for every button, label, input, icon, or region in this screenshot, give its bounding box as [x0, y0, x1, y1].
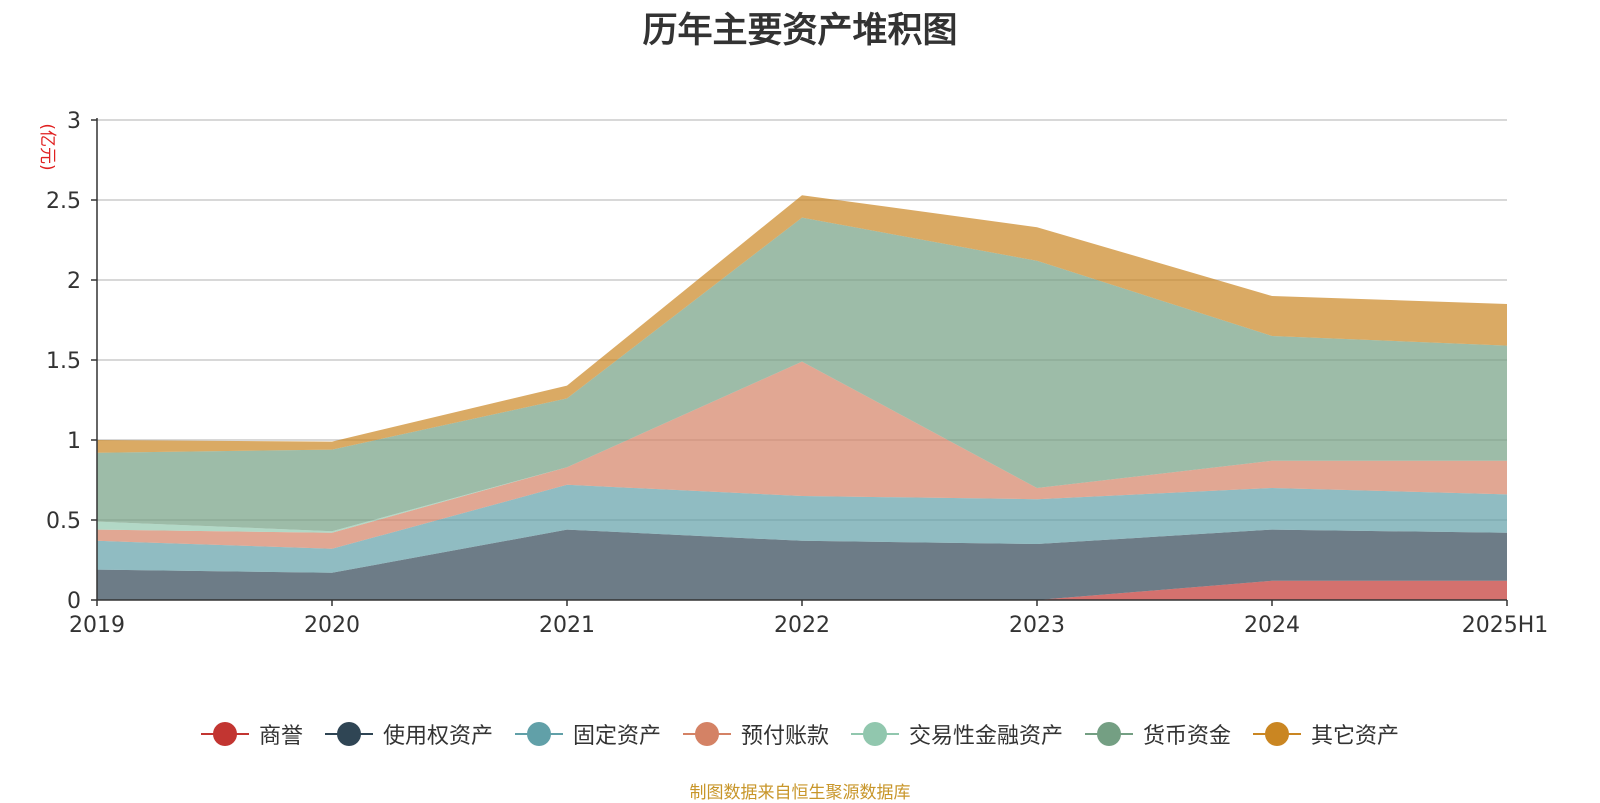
y-tick-label: 1.5: [46, 349, 81, 374]
legend-marker-icon: [1253, 721, 1302, 747]
axes: 0 0.5 1 1.5 2 2.5 3 2019 2020 2021 2022 2023 2024 202…: [37, 109, 1548, 638]
area-series-0: [97, 580, 1507, 600]
legend-item[interactable]: 交易性金融资产: [851, 718, 1063, 750]
legend-marker-icon: [851, 721, 899, 747]
area-series-3: [97, 361, 1507, 549]
legend-label: 货币资金: [1143, 724, 1232, 749]
legend-item[interactable]: 使用权资产: [324, 718, 493, 750]
y-tick-label: 1: [67, 429, 81, 454]
legend-label: 预付账款: [740, 724, 829, 749]
y-tick-label: 0.5: [46, 509, 81, 534]
y-tick-label: 0: [67, 589, 81, 614]
x-tick-label: 2022: [774, 613, 830, 638]
legend-label: 固定资产: [572, 724, 661, 749]
x-tick-label: 2023: [1009, 613, 1065, 638]
legend-marker-icon: [200, 721, 249, 747]
legend-marker-icon: [1085, 721, 1134, 747]
source-note: 制图数据来自恒生聚源数据库: [689, 783, 911, 803]
stacked-areas: [97, 195, 1507, 600]
legend-item[interactable]: 货币资金: [1085, 718, 1231, 750]
y-tick-label: 3: [67, 109, 81, 134]
area-series-1: [97, 529, 1507, 600]
legend-marker-icon: [682, 721, 731, 747]
legend-label: 交易性金融资产: [909, 724, 1064, 749]
legend-label: 其它资产: [1311, 724, 1400, 749]
legend-marker-icon: [514, 721, 563, 747]
y-tick-label: 2.5: [46, 189, 81, 214]
area-series-2: [97, 484, 1507, 573]
legend-item[interactable]: 预付账款: [682, 718, 829, 750]
x-tick-label: 2020: [304, 613, 360, 638]
chart-title: 历年主要资产堆积图: [642, 11, 958, 51]
y-tick-label: 2: [67, 269, 81, 294]
area-series-5: [97, 217, 1507, 532]
x-tick-label: 2024: [1244, 613, 1300, 638]
x-tick-label: 2025H1: [1462, 613, 1549, 638]
legend: 商誉 使用权资产 固定资产 预付账款 交易性金融资产 货币资金 其它资产: [0, 718, 1600, 750]
legend-item[interactable]: 固定资产: [514, 718, 661, 750]
x-tick-label: 2019: [69, 613, 125, 638]
x-tick-label: 2021: [539, 613, 595, 638]
legend-label: 商誉: [258, 724, 303, 749]
y-axis-unit-label: (亿元): [37, 123, 57, 170]
legend-item[interactable]: 其它资产: [1253, 718, 1399, 750]
legend-marker-icon: [324, 721, 373, 747]
legend-label: 使用权资产: [382, 724, 493, 749]
legend-item[interactable]: 商誉: [200, 718, 303, 750]
